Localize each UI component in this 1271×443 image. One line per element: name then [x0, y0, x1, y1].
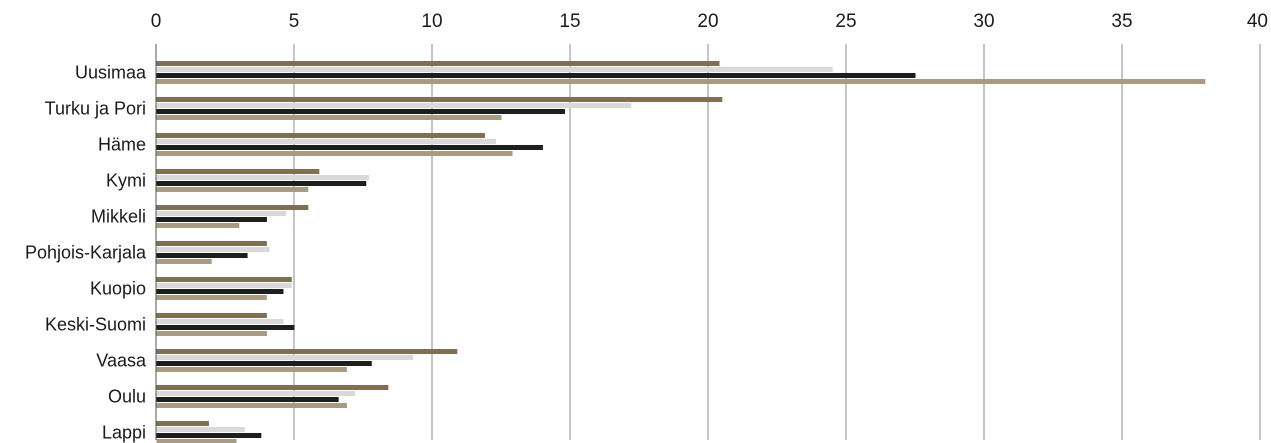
x-tick-labels: 0 5 10 15 20 25 30 35 40 — [151, 11, 1268, 32]
bar-h-me-s3 — [156, 145, 543, 150]
bar-h-me-s1 — [156, 133, 485, 138]
bar-kymi-s4 — [156, 187, 309, 192]
bar-keski-suomi-s4 — [156, 331, 267, 336]
bar-keski-suomi-s1 — [156, 313, 267, 318]
bar-mikkeli-s1 — [156, 205, 309, 210]
bar-keski-suomi-s3 — [156, 325, 295, 330]
bar-kuopio-s4 — [156, 295, 267, 300]
bar-oulu-s2 — [156, 391, 356, 396]
bar-mikkeli-s4 — [156, 223, 240, 228]
x-tick-label: 5 — [289, 11, 300, 32]
category-label: Kuopio — [90, 279, 146, 299]
bar-keski-suomi-s2 — [156, 319, 284, 324]
x-tick-label: 20 — [697, 11, 718, 32]
bar-oulu-s1 — [156, 385, 389, 390]
bar-lappi-s4 — [156, 439, 237, 443]
bar-uusimaa-s4 — [156, 79, 1206, 84]
bar-turku-ja-pori-s3 — [156, 109, 565, 114]
bar-oulu-s3 — [156, 397, 339, 402]
bar-vaasa-s1 — [156, 349, 458, 354]
category-label: Oulu — [108, 387, 146, 407]
category-label: Mikkeli — [91, 207, 146, 227]
bar-turku-ja-pori-s2 — [156, 103, 632, 108]
category-label: Lappi — [102, 423, 146, 443]
category-label: Pohjois-Karjala — [25, 243, 147, 263]
x-tick-label: 35 — [1111, 11, 1132, 32]
category-label: Vaasa — [96, 351, 147, 371]
category-label: Keski-Suomi — [45, 315, 146, 335]
bar-uusimaa-s3 — [156, 73, 916, 78]
bar-h-me-s4 — [156, 151, 513, 156]
bar-kuopio-s3 — [156, 289, 284, 294]
bar-turku-ja-pori-s4 — [156, 115, 502, 120]
bar-vaasa-s3 — [156, 361, 372, 366]
category-label: Uusimaa — [75, 63, 147, 83]
bar-turku-ja-pori-s1 — [156, 97, 723, 102]
bar-kymi-s3 — [156, 181, 367, 186]
bar-pohjois-karjala-s1 — [156, 241, 267, 246]
bar-uusimaa-s1 — [156, 61, 720, 66]
category-label: Turku ja Pori — [45, 99, 146, 119]
bar-pohjois-karjala-s3 — [156, 253, 248, 258]
bar-oulu-s4 — [156, 403, 347, 408]
bar-lappi-s3 — [156, 433, 262, 438]
bars-layer — [156, 61, 1206, 443]
bar-uusimaa-s2 — [156, 67, 833, 72]
bar-kuopio-s1 — [156, 277, 292, 282]
category-label: Kymi — [106, 171, 146, 191]
bar-kymi-s2 — [156, 175, 370, 180]
bar-kuopio-s2 — [156, 283, 292, 288]
x-tick-label: 40 — [1247, 11, 1268, 32]
bar-h-me-s2 — [156, 139, 496, 144]
bar-pohjois-karjala-s4 — [156, 259, 212, 264]
bar-pohjois-karjala-s2 — [156, 247, 270, 252]
bar-lappi-s2 — [156, 427, 245, 432]
bar-lappi-s1 — [156, 421, 209, 426]
category-label: Häme — [98, 135, 146, 155]
bar-mikkeli-s2 — [156, 211, 287, 216]
bar-vaasa-s2 — [156, 355, 414, 360]
bar-kymi-s1 — [156, 169, 320, 174]
x-tick-label: 0 — [151, 11, 162, 32]
bar-vaasa-s4 — [156, 367, 347, 372]
x-tick-label: 25 — [835, 11, 856, 32]
bar-mikkeli-s3 — [156, 217, 267, 222]
category-labels: Uusimaa Turku ja Pori Häme Kymi Mikkeli Pohjo… — [25, 63, 147, 443]
x-tick-label: 15 — [559, 11, 580, 32]
x-tick-label: 10 — [421, 11, 442, 32]
x-tick-label: 30 — [973, 11, 994, 32]
